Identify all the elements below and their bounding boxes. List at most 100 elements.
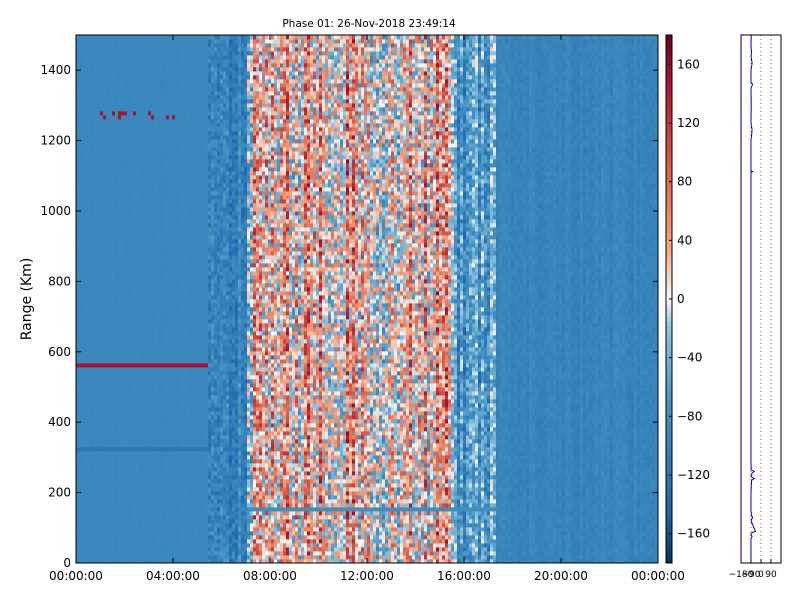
heatmap-cell [85, 119, 88, 123]
heatmap-cell [109, 235, 112, 239]
heatmap-cell [94, 415, 97, 419]
heatmap-cell [157, 39, 160, 43]
heatmap-cell [130, 287, 133, 291]
heatmap-cell [88, 315, 91, 319]
heatmap-cell [130, 363, 133, 367]
heatmap-cell [145, 111, 148, 115]
heatmap-cell [91, 475, 94, 479]
heatmap-cell [82, 95, 85, 99]
heatmap-cell [187, 119, 190, 123]
heatmap-cell [178, 431, 181, 435]
heatmap-cell [175, 195, 178, 199]
heatmap-cell [109, 215, 112, 219]
heatmap-cell [178, 471, 181, 475]
heatmap-cell [100, 515, 103, 519]
heatmap-cell [76, 539, 79, 543]
heatmap-cell [151, 159, 154, 163]
heatmap-cell [172, 279, 175, 283]
heatmap-cell [145, 239, 148, 243]
heatmap-cell [109, 363, 112, 367]
heatmap-cell [184, 247, 187, 251]
heatmap-cell [85, 511, 88, 515]
heatmap-cell [79, 467, 82, 471]
heatmap-cell [88, 379, 91, 383]
heatmap-cell [145, 163, 148, 167]
heatmap-cell [112, 463, 115, 467]
heatmap-cell [187, 275, 190, 279]
heatmap-cell [91, 455, 94, 459]
heatmap-cell [175, 79, 178, 83]
heatmap-cell [157, 383, 160, 387]
heatmap-cell [184, 183, 187, 187]
heatmap-cell [181, 543, 184, 547]
heatmap-cell [79, 439, 82, 443]
heatmap-cell [112, 203, 115, 207]
heatmap-cell [181, 415, 184, 419]
heatmap-cell [79, 147, 82, 151]
heatmap-cell [160, 239, 163, 243]
heatmap-cell [112, 147, 115, 151]
heatmap-cell [121, 463, 124, 467]
heatmap-cell [154, 183, 157, 187]
heatmap-cell [136, 543, 139, 547]
heatmap-cell [91, 323, 94, 327]
heatmap-cell [112, 415, 115, 419]
heatmap-cell [94, 359, 97, 363]
heatmap-cell [112, 543, 115, 547]
heatmap-cell [88, 131, 91, 135]
heatmap-cell [97, 139, 100, 143]
heatmap-cell [118, 47, 121, 51]
heatmap-cell [82, 387, 85, 391]
heatmap-cell [166, 131, 169, 135]
heatmap-cell [115, 39, 118, 43]
heatmap-cell [175, 555, 178, 559]
heatmap-cell [178, 203, 181, 207]
heatmap-cell [127, 431, 130, 435]
heatmap-cell [154, 295, 157, 299]
heatmap-cell [184, 323, 187, 327]
heatmap-cell [154, 319, 157, 323]
heatmap-cell [85, 467, 88, 471]
heatmap-cell [76, 359, 79, 363]
heatmap-cell [115, 387, 118, 391]
heatmap-cell [187, 479, 190, 483]
heatmap-cell [97, 463, 100, 467]
heatmap-cell [109, 415, 112, 419]
heatmap-cell [85, 167, 88, 171]
heatmap-cell [76, 379, 79, 383]
heatmap-cell [184, 419, 187, 423]
heatmap-cell [91, 135, 94, 139]
heatmap-cell [79, 183, 82, 187]
heatmap-cell [166, 323, 169, 327]
heatmap-cell [121, 423, 124, 427]
heatmap-cell [133, 243, 136, 247]
heatmap-cell [181, 319, 184, 323]
heatmap-cell [166, 215, 169, 219]
heatmap-cell [79, 443, 82, 447]
heatmap-cell [79, 423, 82, 427]
heatmap-cell [118, 99, 121, 103]
heatmap-cell [79, 59, 82, 63]
heatmap-cell [85, 143, 88, 147]
heatmap-cell [112, 255, 115, 259]
heatmap-cell [157, 227, 160, 231]
heatmap-cell [169, 323, 172, 327]
heatmap-cell [121, 307, 124, 311]
heatmap-cell [154, 103, 157, 107]
heatmap-cell [106, 263, 109, 267]
heatmap-cell [172, 51, 175, 55]
heatmap-cell [163, 283, 166, 287]
heatmap-cell [109, 143, 112, 147]
heatmap-cell [145, 483, 148, 487]
heatmap-cell [145, 219, 148, 223]
heatmap-cell [103, 423, 106, 427]
heatmap-cell [178, 419, 181, 423]
heatmap-cell [178, 499, 181, 503]
heatmap-cell [121, 175, 124, 179]
heatmap-cell [112, 263, 115, 267]
heatmap-cell [157, 447, 160, 451]
heatmap-cell [181, 115, 184, 119]
heatmap-cell [178, 155, 181, 159]
heatmap-cell [103, 75, 106, 79]
heatmap-cell [142, 503, 145, 507]
